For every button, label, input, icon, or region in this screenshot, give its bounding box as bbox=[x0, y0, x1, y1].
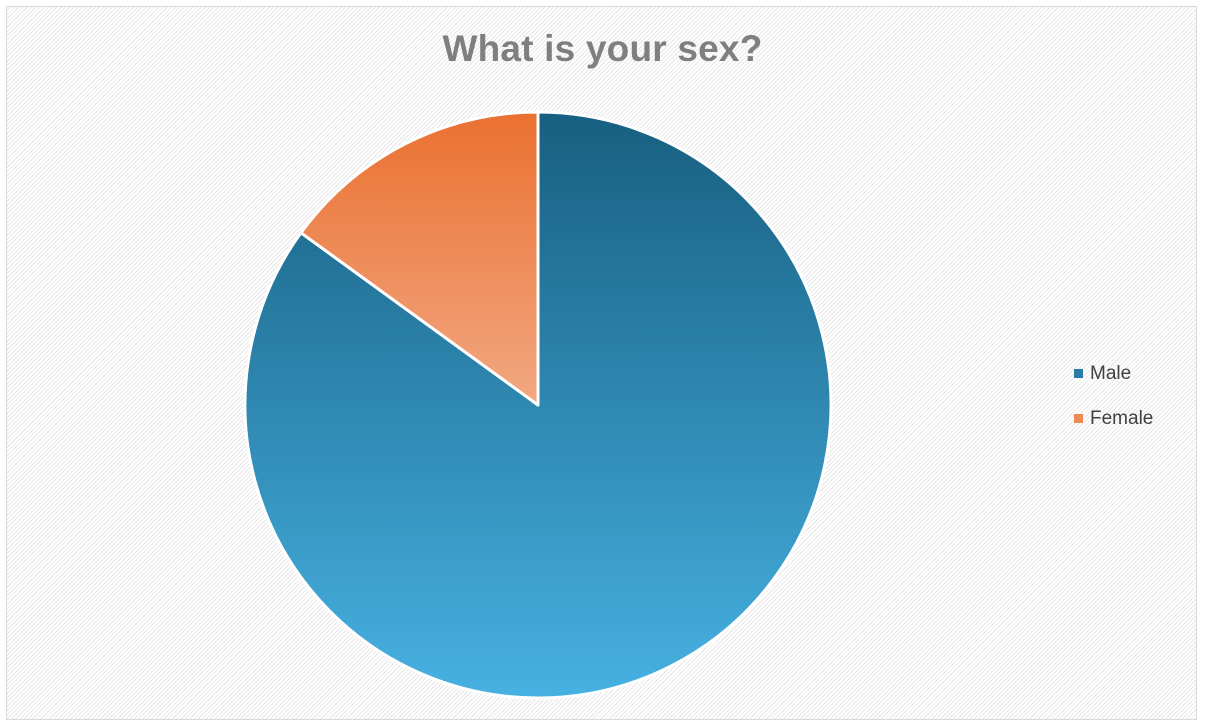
legend-item-male: Male bbox=[1074, 362, 1153, 385]
pie-slice-male bbox=[243, 110, 833, 700]
pie-slice-female bbox=[299, 110, 540, 407]
legend-label-female: Female bbox=[1090, 407, 1154, 429]
legend: Male Female bbox=[1074, 362, 1153, 452]
chart-title: What is your sex? bbox=[442, 28, 763, 69]
legend-swatch-male bbox=[1074, 369, 1083, 378]
legend-swatch-female bbox=[1074, 414, 1083, 423]
legend-item-female: Female bbox=[1074, 407, 1153, 430]
legend-label-male: Male bbox=[1090, 362, 1132, 384]
